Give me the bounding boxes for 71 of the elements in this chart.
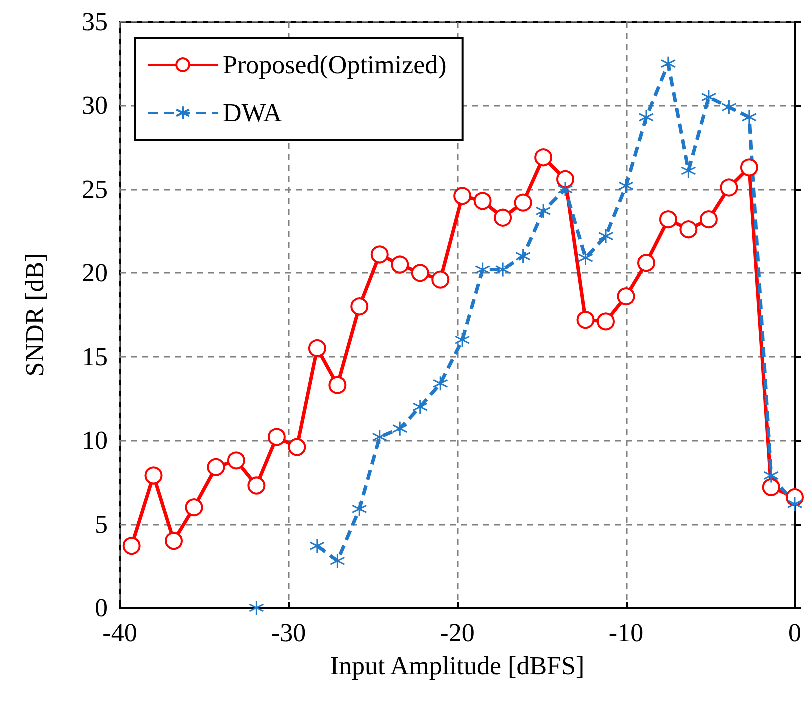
point bbox=[330, 553, 346, 569]
point bbox=[412, 399, 428, 415]
point bbox=[411, 264, 430, 282]
point bbox=[536, 203, 552, 219]
point bbox=[352, 501, 368, 517]
x-tick-label: -30 bbox=[271, 618, 306, 648]
point bbox=[534, 148, 553, 167]
point bbox=[660, 56, 676, 72]
x-axis-title: Input Amplitude [dBFS] bbox=[330, 652, 585, 680]
point bbox=[144, 466, 163, 485]
point bbox=[700, 210, 718, 229]
point bbox=[248, 476, 266, 495]
point bbox=[308, 339, 326, 358]
y-tick-label: 5 bbox=[95, 510, 108, 539]
point bbox=[638, 110, 654, 126]
x-tick-label: -20 bbox=[440, 618, 475, 648]
point bbox=[495, 262, 511, 278]
point bbox=[617, 288, 636, 306]
point bbox=[764, 468, 780, 484]
point bbox=[740, 158, 758, 177]
legend-label: Proposed(Optimized) bbox=[223, 50, 447, 80]
point bbox=[659, 210, 678, 229]
point bbox=[701, 90, 717, 106]
point bbox=[207, 458, 226, 476]
point bbox=[494, 208, 512, 227]
point bbox=[248, 600, 264, 616]
point bbox=[516, 248, 532, 264]
point bbox=[514, 194, 532, 212]
point bbox=[576, 311, 595, 330]
y-tick-label: 10 bbox=[82, 426, 108, 456]
point bbox=[597, 312, 615, 331]
point bbox=[432, 270, 450, 289]
x-tick-label: 0 bbox=[788, 618, 802, 648]
point bbox=[454, 332, 470, 348]
point bbox=[558, 182, 574, 198]
y-tick-label: 30 bbox=[82, 91, 108, 120]
y-axis-title: SNDR [dB] bbox=[20, 253, 50, 377]
point bbox=[787, 496, 803, 512]
point bbox=[556, 170, 574, 188]
point bbox=[165, 532, 183, 550]
point bbox=[578, 250, 594, 266]
point bbox=[185, 498, 204, 517]
point bbox=[721, 100, 737, 116]
point bbox=[762, 478, 780, 496]
point bbox=[598, 228, 614, 244]
x-tick-label: -10 bbox=[608, 618, 644, 648]
point bbox=[370, 246, 389, 264]
point bbox=[618, 178, 634, 194]
y-tick-label: 15 bbox=[82, 342, 108, 372]
legend-label: DWA bbox=[223, 98, 282, 128]
point bbox=[680, 220, 698, 239]
point bbox=[474, 192, 492, 210]
point bbox=[310, 538, 326, 554]
point bbox=[372, 429, 388, 445]
point bbox=[454, 187, 472, 206]
point bbox=[227, 452, 246, 470]
point bbox=[742, 110, 758, 126]
point bbox=[720, 178, 738, 197]
point bbox=[288, 438, 306, 456]
point bbox=[432, 376, 448, 392]
y-tick-label: 35 bbox=[82, 8, 108, 36]
point bbox=[391, 256, 410, 274]
point bbox=[638, 254, 656, 272]
point bbox=[392, 421, 408, 437]
y-tick-label: 20 bbox=[82, 258, 108, 288]
point bbox=[475, 262, 491, 278]
point bbox=[268, 428, 286, 446]
point bbox=[122, 537, 141, 556]
y-tick-label: 25 bbox=[82, 174, 108, 204]
point bbox=[350, 298, 369, 316]
point bbox=[328, 376, 347, 394]
